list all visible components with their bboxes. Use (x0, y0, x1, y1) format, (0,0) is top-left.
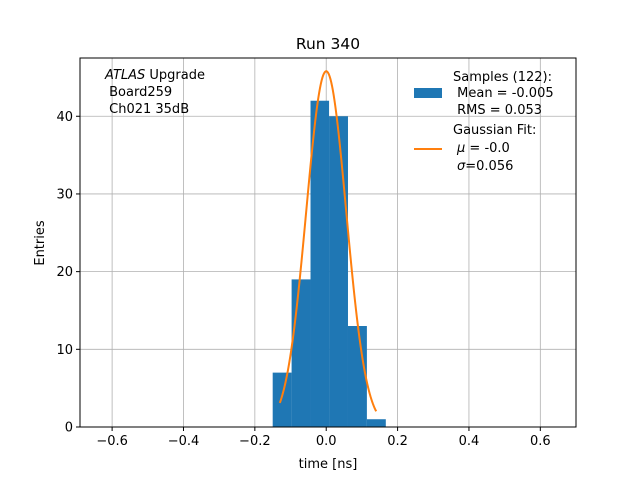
legend-sigma-symbol: σ (457, 159, 466, 174)
histogram-bar (291, 279, 311, 427)
y-tick-label: 0 (65, 421, 73, 436)
annotation-line2: Board259 (105, 85, 172, 100)
legend-samples-line2: Mean = -0.005 (453, 86, 554, 101)
gaussian-fit-curve (278, 70, 378, 412)
histogram-bar (310, 100, 330, 427)
gaussian-fit (278, 70, 378, 412)
legend-samples-line1: Samples (122): (453, 70, 552, 85)
histogram-bar (329, 116, 348, 428)
histogram-bar (272, 372, 292, 427)
legend-samples-line3: RMS = 0.053 (453, 103, 542, 118)
chart-title: Run 340 (296, 35, 360, 53)
x-tick-label: 0.4 (459, 434, 480, 449)
y-tick-label: 40 (56, 110, 73, 125)
x-tick-label: −0.4 (168, 434, 200, 449)
annotation-line3: Ch021 35dB (105, 102, 189, 117)
legend-mu-value: = -0.0 (465, 141, 510, 156)
x-tick-label: 0.6 (530, 434, 551, 449)
x-tick-label: −0.6 (96, 434, 128, 449)
histogram-bar (347, 326, 367, 427)
legend-fit-mu: μ = -0.0 (456, 141, 510, 156)
axis-ticks: −0.6 −0.4 −0.2 0.0 0.2 0.4 0.6 0 10 20 30 40 (56, 110, 550, 449)
axes-frame (79, 57, 577, 428)
x-tick-label: 0.0 (316, 434, 337, 449)
x-axis-label: time [ns] (299, 457, 358, 472)
legend-samples-swatch (414, 88, 442, 98)
annotation-upgrade: Upgrade (145, 68, 205, 83)
legend-sigma-value: =0.056 (465, 159, 513, 174)
x-tick-label: 0.2 (387, 434, 408, 449)
y-tick-label: 10 (56, 343, 73, 358)
y-tick-label: 20 (56, 265, 73, 280)
x-tick-label: −0.2 (239, 434, 271, 449)
legend: Samples (122): Mean = -0.005 RMS = 0.053… (414, 70, 554, 174)
histogram-bar (366, 419, 386, 427)
y-tick-label: 30 (56, 187, 73, 202)
annotation-atlas: ATLAS (104, 68, 145, 83)
histogram-bars (272, 100, 386, 428)
y-axis-label: Entries (33, 220, 48, 266)
legend-fit-line1: Gaussian Fit: (453, 123, 536, 138)
annotation-line1: ATLAS Upgrade (104, 68, 205, 83)
legend-fit-sigma: σ=0.056 (457, 159, 513, 174)
legend-mu-symbol: μ (456, 141, 465, 156)
